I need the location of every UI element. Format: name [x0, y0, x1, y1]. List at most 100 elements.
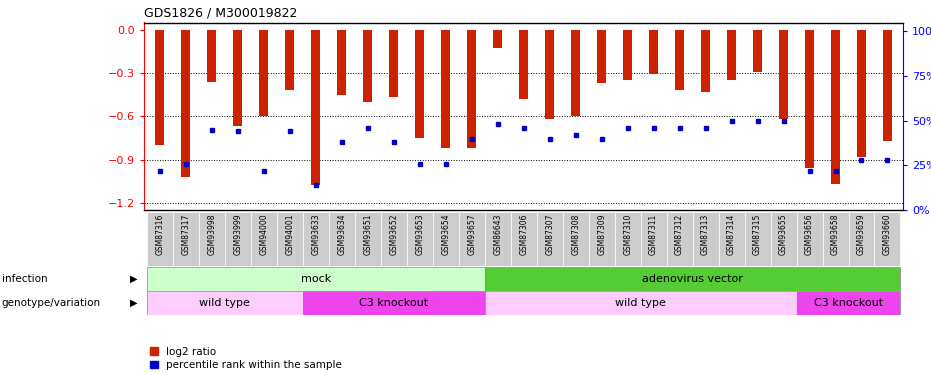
Bar	[303, 291, 485, 315]
Bar	[745, 212, 771, 266]
Bar	[588, 212, 614, 266]
Bar	[536, 212, 562, 266]
Text: ▶: ▶	[130, 298, 138, 308]
Bar	[147, 291, 303, 315]
Bar	[874, 212, 900, 266]
Bar	[250, 212, 277, 266]
Bar	[389, 30, 398, 98]
Bar	[355, 212, 381, 266]
Bar	[285, 30, 294, 90]
Text: GSM87313: GSM87313	[701, 213, 710, 255]
Bar	[771, 212, 797, 266]
Text: GSM87316: GSM87316	[155, 213, 165, 255]
Text: GSM93656: GSM93656	[805, 213, 814, 255]
Text: GSM93652: GSM93652	[389, 213, 398, 255]
Legend: log2 ratio, percentile rank within the sample: log2 ratio, percentile rank within the s…	[150, 346, 342, 370]
Bar	[597, 30, 606, 83]
Text: genotype/variation: genotype/variation	[2, 298, 101, 308]
Text: GSM94000: GSM94000	[260, 213, 268, 255]
Bar	[822, 212, 848, 266]
Bar	[649, 30, 658, 74]
Text: C3 knockout: C3 knockout	[359, 298, 428, 308]
Bar	[614, 212, 641, 266]
Text: GSM86643: GSM86643	[493, 213, 502, 255]
Text: GSM87309: GSM87309	[597, 213, 606, 255]
Bar	[441, 30, 451, 148]
Bar	[779, 30, 788, 119]
Bar	[675, 30, 684, 90]
Text: GSM87308: GSM87308	[571, 213, 580, 255]
Bar	[693, 212, 719, 266]
Text: GSM87314: GSM87314	[727, 213, 736, 255]
Bar	[623, 30, 632, 80]
Bar	[519, 30, 528, 99]
Bar	[485, 212, 511, 266]
Bar	[831, 30, 840, 184]
Bar	[485, 291, 797, 315]
Bar	[147, 212, 173, 266]
Text: GSM93655: GSM93655	[779, 213, 788, 255]
Text: infection: infection	[2, 274, 47, 284]
Text: GSM87317: GSM87317	[182, 213, 190, 255]
Bar	[155, 30, 165, 145]
Bar	[857, 30, 866, 157]
Bar	[311, 30, 320, 186]
Bar	[407, 212, 433, 266]
Text: GSM93657: GSM93657	[467, 213, 477, 255]
Bar	[511, 212, 536, 266]
Bar	[797, 212, 822, 266]
Bar	[303, 212, 329, 266]
Bar	[225, 212, 250, 266]
Text: GSM93654: GSM93654	[441, 213, 451, 255]
Bar	[381, 212, 407, 266]
Bar	[805, 30, 814, 168]
Bar	[208, 30, 216, 82]
Text: GSM93660: GSM93660	[883, 213, 892, 255]
Bar	[415, 30, 425, 138]
Text: GSM93651: GSM93651	[363, 213, 372, 255]
Bar	[883, 30, 892, 141]
Text: GSM87312: GSM87312	[675, 213, 684, 255]
Text: GSM94001: GSM94001	[285, 213, 294, 255]
Text: GSM87315: GSM87315	[753, 213, 762, 255]
Bar	[562, 212, 588, 266]
Text: GDS1826 / M300019822: GDS1826 / M300019822	[144, 7, 298, 20]
Bar	[571, 30, 580, 116]
Bar	[363, 30, 372, 102]
Text: GSM87311: GSM87311	[649, 213, 658, 255]
Text: GSM93633: GSM93633	[311, 213, 320, 255]
Text: GSM93999: GSM93999	[234, 213, 242, 255]
Bar	[147, 267, 485, 291]
Bar	[797, 291, 900, 315]
Text: wild type: wild type	[199, 298, 250, 308]
Bar	[667, 212, 693, 266]
Bar	[433, 212, 459, 266]
Bar	[467, 30, 477, 148]
Text: wild type: wild type	[615, 298, 666, 308]
Text: GSM87310: GSM87310	[623, 213, 632, 255]
Bar	[199, 212, 225, 266]
Bar	[337, 30, 346, 94]
Text: GSM93658: GSM93658	[831, 213, 840, 255]
Bar	[493, 30, 502, 48]
Bar	[182, 30, 191, 177]
Text: GSM93653: GSM93653	[415, 213, 425, 255]
Bar	[848, 212, 874, 266]
Text: adenovirus vector: adenovirus vector	[642, 274, 743, 284]
Bar	[719, 212, 745, 266]
Bar	[753, 30, 762, 72]
Bar	[260, 30, 268, 116]
Text: mock: mock	[301, 274, 331, 284]
Text: GSM93998: GSM93998	[208, 213, 216, 255]
Bar	[459, 212, 485, 266]
Bar	[234, 30, 242, 126]
Bar	[727, 30, 736, 80]
Bar	[277, 212, 303, 266]
Bar	[641, 212, 667, 266]
Text: GSM93659: GSM93659	[857, 213, 866, 255]
Text: GSM93634: GSM93634	[337, 213, 346, 255]
Bar	[701, 30, 710, 92]
Bar	[485, 267, 900, 291]
Text: ▶: ▶	[130, 274, 138, 284]
Text: C3 knockout: C3 knockout	[814, 298, 884, 308]
